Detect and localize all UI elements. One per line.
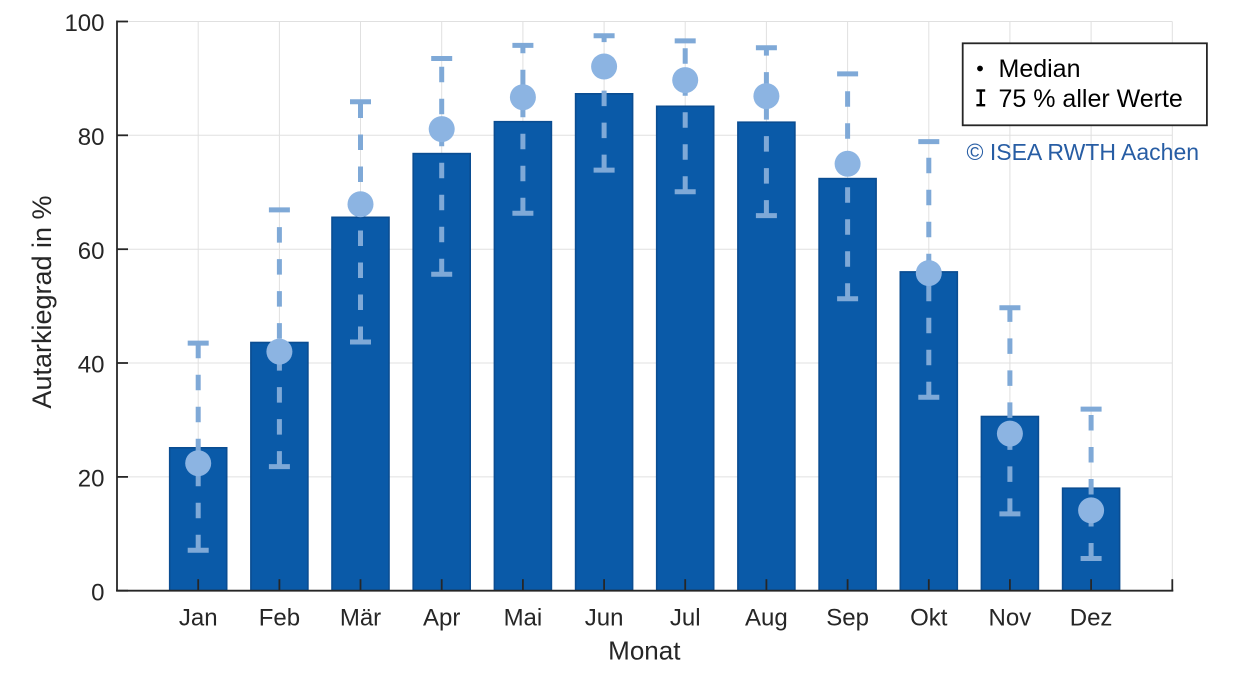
svg-text:Okt: Okt [910, 605, 948, 632]
svg-text:100: 100 [64, 10, 104, 37]
svg-text:Sep: Sep [826, 605, 869, 632]
svg-text:Mai: Mai [504, 605, 543, 632]
svg-text:80: 80 [78, 124, 105, 151]
svg-text:Apr: Apr [423, 605, 460, 632]
svg-text:Jul: Jul [670, 605, 701, 632]
svg-text:© ISEA RWTH Aachen: © ISEA RWTH Aachen [967, 139, 1200, 165]
svg-text:Jan: Jan [179, 605, 218, 632]
svg-text:Jun: Jun [585, 605, 624, 632]
svg-text:75 % aller Werte: 75 % aller Werte [999, 85, 1183, 113]
svg-text:0: 0 [91, 579, 104, 606]
svg-text:40: 40 [78, 352, 105, 379]
svg-text:60: 60 [78, 238, 105, 265]
svg-text:Feb: Feb [259, 605, 300, 632]
svg-text:Monat: Monat [608, 636, 681, 666]
svg-text:Nov: Nov [989, 605, 1032, 632]
svg-text:Aug: Aug [745, 605, 788, 632]
svg-text:Median: Median [999, 55, 1081, 83]
svg-text:Mär: Mär [340, 605, 381, 632]
svg-text:Dez: Dez [1070, 605, 1113, 632]
svg-text:Autarkiegrad in %: Autarkiegrad in % [27, 195, 57, 408]
svg-text:20: 20 [78, 466, 105, 493]
